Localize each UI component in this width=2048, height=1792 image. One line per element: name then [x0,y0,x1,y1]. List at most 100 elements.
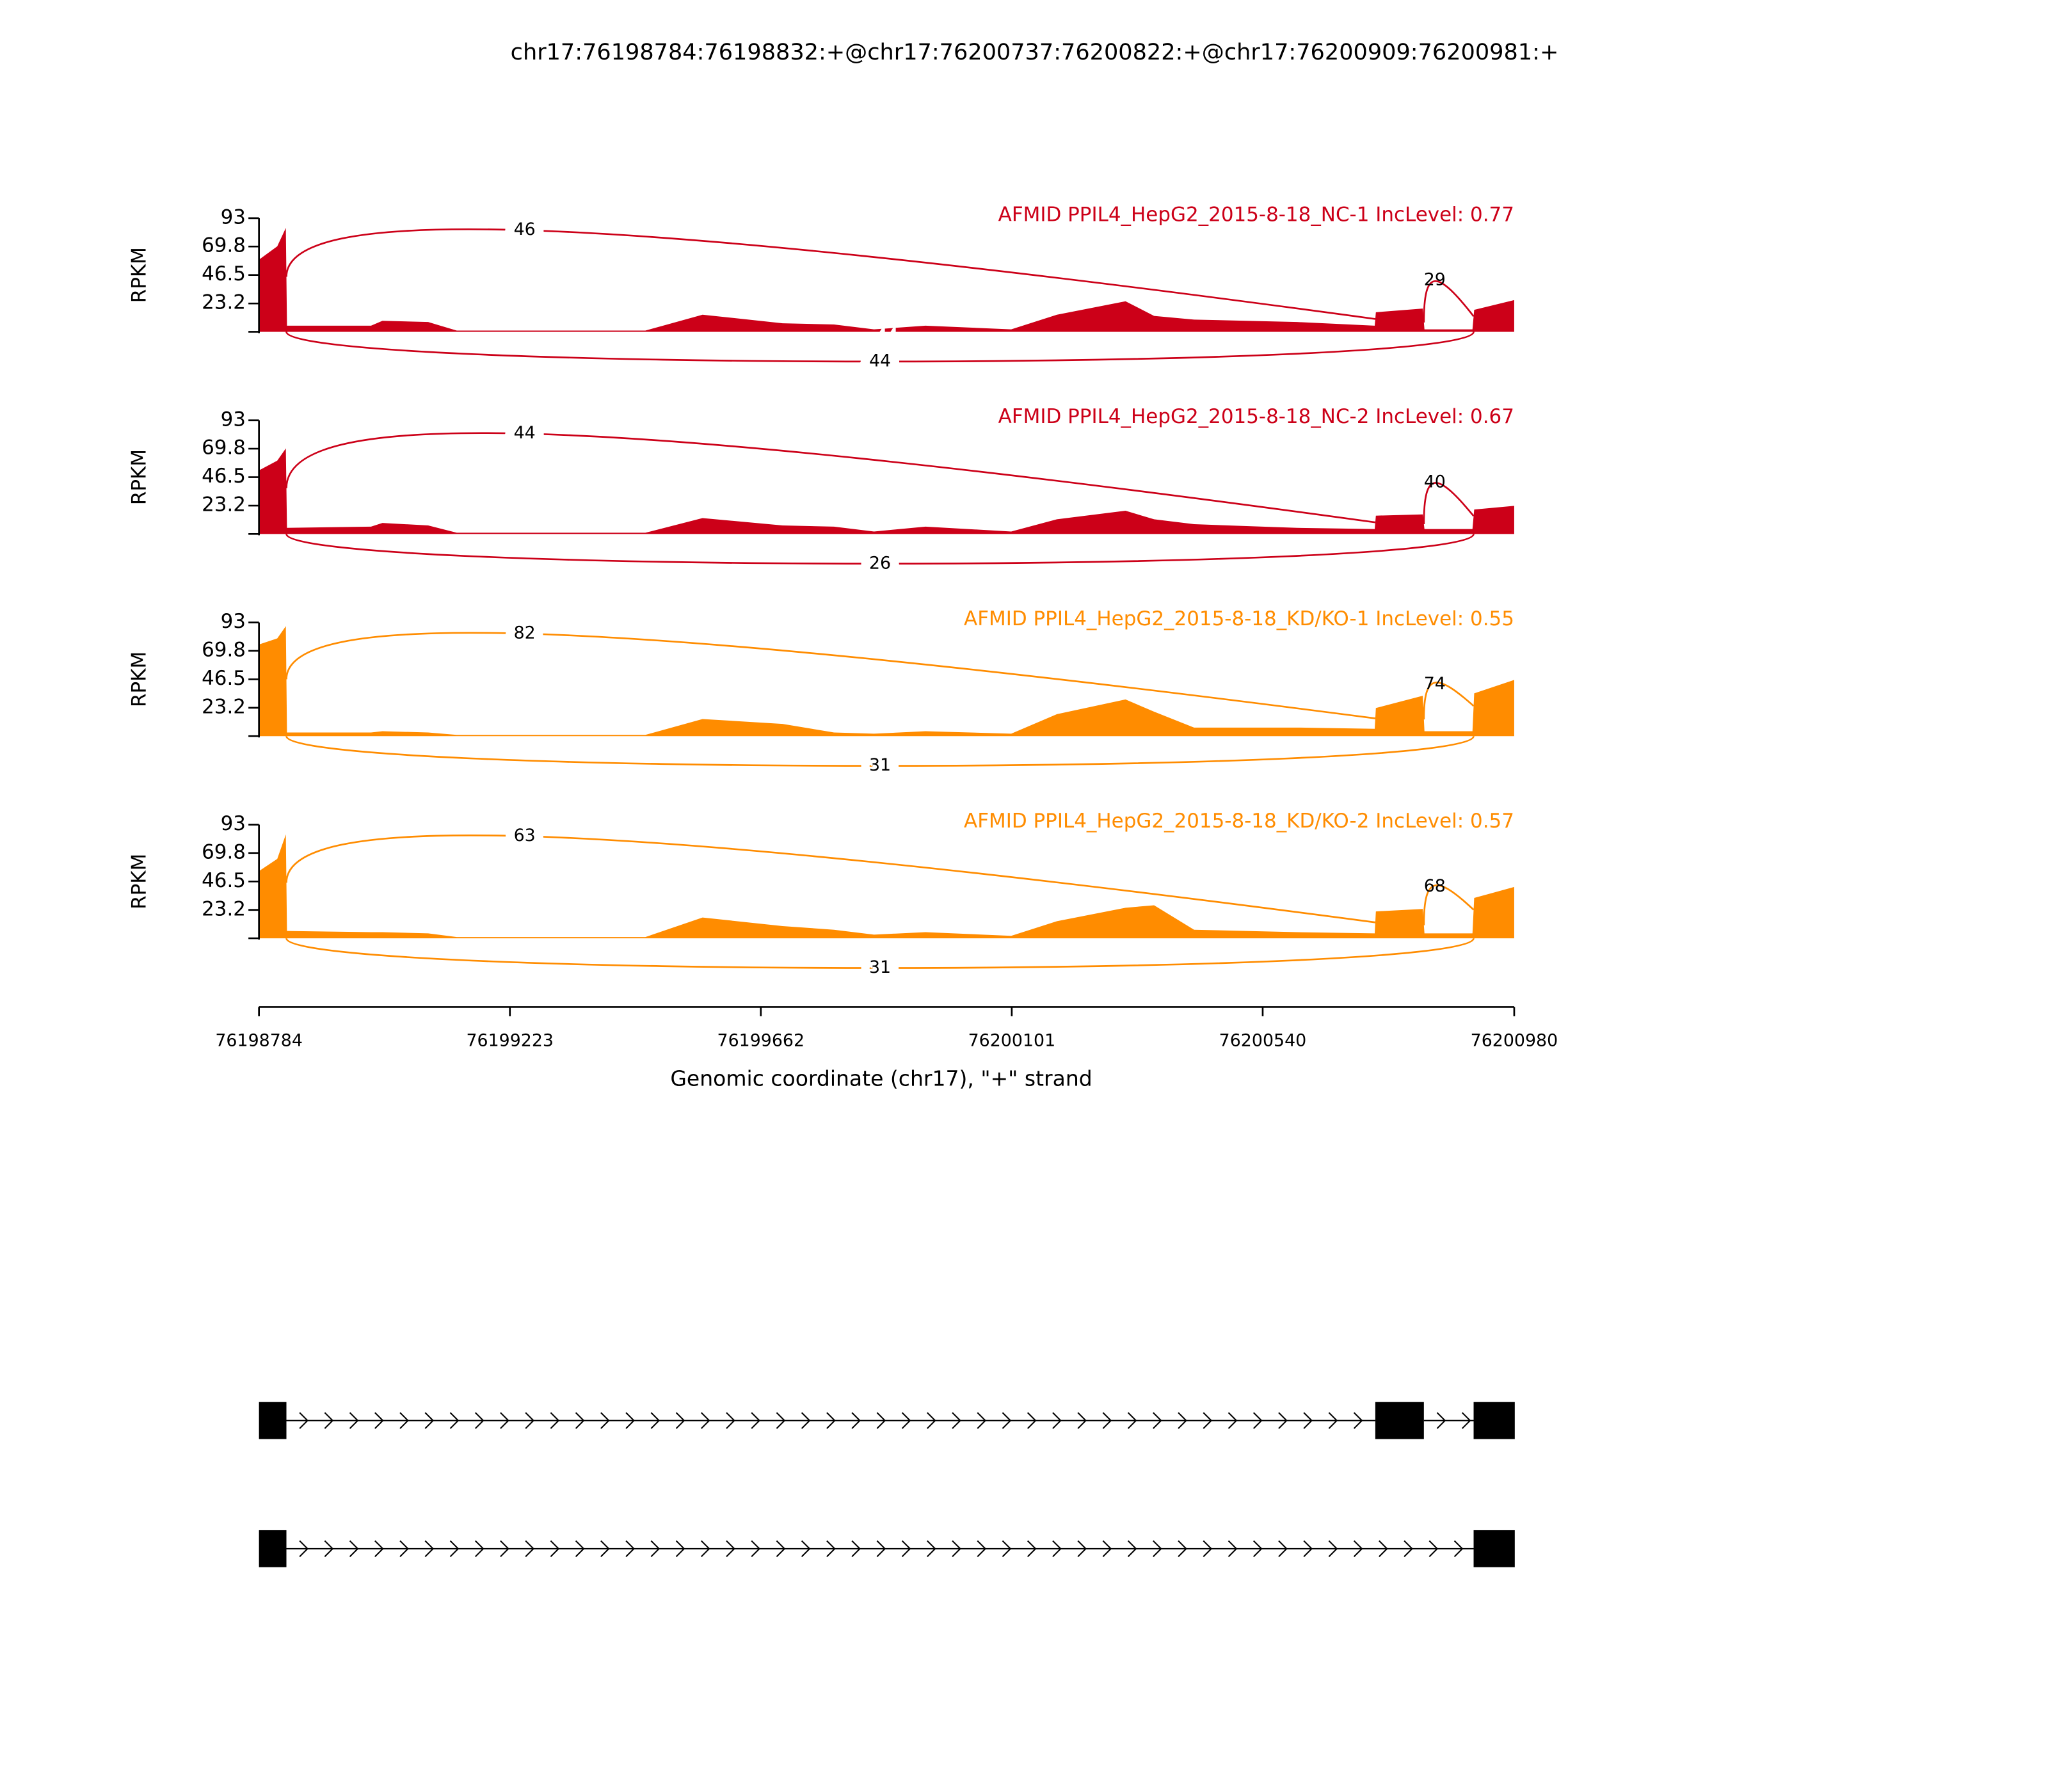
strand-chevron [701,1412,710,1429]
junction-count: 46 [514,220,536,239]
junction-count: 68 [1424,876,1446,896]
strand-chevron [675,1540,685,1557]
y-tick-label: 93 [221,205,246,228]
exon [259,1530,287,1567]
strand-chevron [500,1540,509,1557]
strand-chevron [826,1412,836,1429]
strand-chevron [1228,1540,1238,1557]
strand-chevron [701,1540,710,1557]
y-axis-label: RPKM [127,854,150,909]
strand-chevron [927,1412,936,1429]
strand-chevron [1278,1412,1288,1429]
junction-arc [285,533,1475,565]
strand-chevron [927,1540,936,1557]
strand-chevron [1328,1540,1338,1557]
strand-chevron [1278,1540,1288,1557]
strand-chevron [625,1540,635,1557]
strand-chevron [1027,1412,1037,1429]
strand-chevron [901,1540,911,1557]
strand-chevron [1203,1412,1213,1429]
junction-arc [1423,884,1475,925]
coverage-area [259,626,1514,737]
strand-chevron [600,1540,610,1557]
junction-arc [285,228,1376,320]
strand-chevron [1203,1540,1213,1557]
strand-chevron [424,1412,435,1429]
strand-chevron [525,1412,535,1429]
strand-chevron [675,1412,685,1429]
y-tick-label: 23.2 [202,897,246,920]
x-tick-label: 76199662 [717,1031,805,1051]
exon [1473,1530,1515,1567]
y-tick-label: 46.5 [202,667,246,690]
strand-chevron [399,1540,409,1557]
strand-chevron [1379,1540,1388,1557]
strand-chevron [1077,1412,1087,1429]
track-label: AFMID PPIL4_HepG2_2015-8-18_KD/KO-2 IncL… [964,810,1514,833]
strand-chevron [449,1540,460,1557]
y-tick-label: 23.2 [202,695,246,718]
junction-arc [285,632,1376,719]
y-tick-label: 46.5 [202,465,246,488]
x-tick-label: 76198784 [215,1031,303,1051]
junction-count: 44 [514,423,536,443]
strand-chevron [1461,1412,1471,1429]
strand-chevron [826,1540,836,1557]
strand-chevron [550,1412,560,1429]
junction-arc [1423,482,1475,525]
strand-chevron [876,1412,886,1429]
strand-chevron [349,1412,359,1429]
y-tick-label: 93 [221,812,246,835]
strand-chevron [650,1540,660,1557]
chart-title: chr17:76198784:76198832:+@chr17:76200737… [511,39,1559,65]
exon [259,1402,287,1439]
strand-chevron [550,1540,560,1557]
junction-count: 44 [869,351,891,371]
strand-chevron [424,1540,435,1557]
strand-chevron [726,1540,735,1557]
strand-chevron [1328,1412,1338,1429]
strand-chevron [726,1412,735,1429]
junction-count: 26 [869,553,891,573]
strand-chevron [575,1412,585,1429]
strand-chevron [500,1412,509,1429]
strand-chevron [1127,1412,1137,1429]
strand-chevron [1102,1412,1112,1429]
strand-chevron [751,1412,761,1429]
strand-chevron [299,1540,309,1557]
strand-chevron [449,1412,460,1429]
y-tick-label: 69.8 [202,234,246,257]
strand-chevron [374,1412,384,1429]
strand-chevron [801,1412,811,1429]
strand-chevron [324,1540,334,1557]
strand-chevron [600,1412,610,1429]
y-tick-label: 46.5 [202,869,246,892]
junction-arc [285,735,1475,767]
junction-arc [1423,280,1475,323]
strand-chevron [1002,1540,1012,1557]
strand-chevron [1353,1412,1363,1429]
strand-chevron [1353,1540,1363,1557]
strand-chevron [1453,1540,1464,1557]
x-tick-label: 76199223 [466,1031,554,1051]
strand-chevron [374,1540,384,1557]
strand-chevron [349,1540,359,1557]
strand-chevron [751,1540,761,1557]
strand-chevron [1428,1540,1439,1557]
junction-count: 74 [1424,674,1446,694]
y-axis-label: RPKM [127,247,150,303]
junction-count: 31 [869,957,891,977]
strand-chevron [1102,1540,1112,1557]
exon [1473,1402,1515,1439]
junction-arc [1423,682,1475,720]
strand-chevron [851,1412,861,1429]
y-tick-label: 93 [221,408,246,431]
strand-chevron [625,1412,635,1429]
coverage-area [259,834,1514,939]
x-tick-label: 76200101 [968,1031,1056,1051]
strand-chevron [1178,1540,1187,1557]
strand-chevron [1228,1412,1238,1429]
strand-chevron [1127,1540,1137,1557]
